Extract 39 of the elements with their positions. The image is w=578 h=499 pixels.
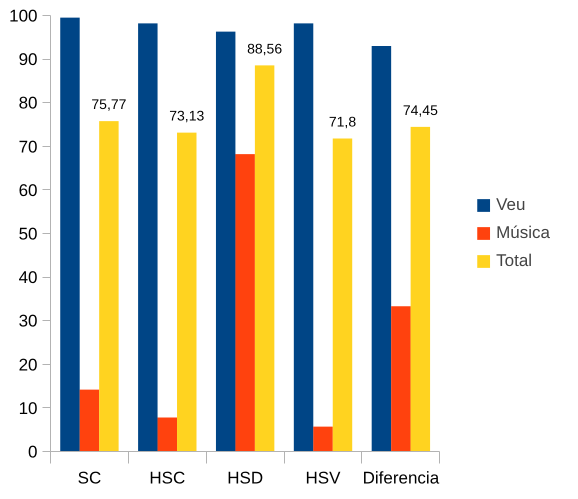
bar	[235, 154, 255, 452]
bar	[332, 138, 352, 452]
y-tick-label: 100	[9, 6, 38, 26]
bar	[294, 23, 314, 452]
x-tick-label: Diferencia	[362, 468, 440, 488]
bar	[313, 426, 333, 452]
y-tick-label: 0	[28, 442, 38, 462]
data-label: 73,13	[169, 108, 204, 124]
data-label: 71,8	[328, 113, 356, 130]
y-tick-label: 90	[18, 50, 38, 70]
legend-label: Veu	[496, 195, 526, 215]
bar	[216, 32, 236, 452]
legend-label: Total	[496, 251, 532, 271]
y-tick-label: 60	[18, 180, 38, 200]
bar	[80, 390, 100, 452]
y-tick-label: 30	[18, 312, 38, 331]
x-tick-label: HSC	[149, 468, 186, 488]
y-tick-label: 10	[18, 398, 38, 418]
y-tick-label: 50	[18, 224, 38, 244]
y-tick-label: 40	[18, 268, 38, 288]
x-tick-label: HSV	[306, 468, 342, 488]
data-label: 74,45	[402, 102, 438, 118]
data-label: 88,56	[247, 40, 282, 56]
x-tick-label: SC	[78, 468, 102, 488]
y-tick-label: 70	[18, 137, 38, 156]
bar	[410, 126, 430, 452]
y-tick-label: 20	[18, 355, 38, 374]
bar	[177, 132, 196, 452]
bar	[391, 306, 411, 452]
y-tick-label: 80	[18, 94, 38, 113]
data-label: 75,77	[91, 96, 127, 112]
bar	[60, 18, 80, 452]
x-tick-label: HSD	[227, 468, 264, 488]
bar	[254, 65, 274, 452]
bar	[99, 121, 119, 452]
bar	[372, 46, 392, 452]
bar	[158, 417, 178, 452]
legend-label: Música	[496, 223, 550, 243]
bar	[138, 23, 158, 452]
